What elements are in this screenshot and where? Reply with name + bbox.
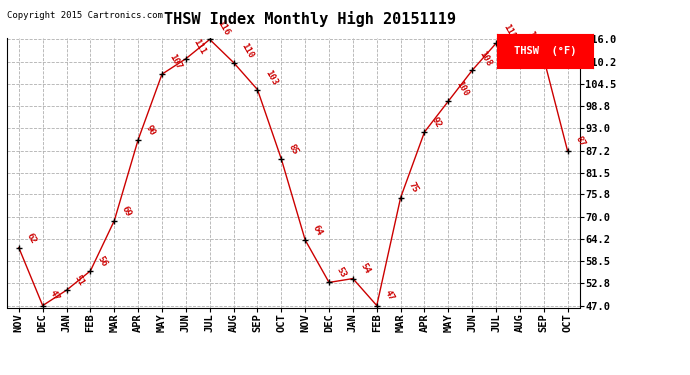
Text: 69: 69	[120, 204, 133, 218]
Text: 108: 108	[477, 49, 493, 68]
Text: 113: 113	[526, 30, 542, 48]
Text: 75: 75	[406, 181, 420, 195]
Text: 64: 64	[310, 224, 324, 237]
Text: 51: 51	[72, 273, 86, 287]
Text: 115: 115	[502, 22, 518, 40]
Text: 92: 92	[430, 116, 443, 129]
Text: 54: 54	[359, 262, 372, 276]
Text: 85: 85	[287, 142, 300, 156]
Text: 87: 87	[573, 135, 586, 148]
Text: 90: 90	[144, 123, 157, 137]
Text: 47: 47	[382, 289, 395, 303]
Text: 62: 62	[24, 231, 37, 245]
Text: THSW Index Monthly High 20151119: THSW Index Monthly High 20151119	[164, 11, 457, 27]
Text: 110: 110	[239, 41, 255, 60]
Text: 103: 103	[263, 68, 279, 87]
Text: 100: 100	[454, 80, 470, 98]
Text: 47: 47	[48, 289, 61, 303]
Text: THSW  (°F): THSW (°F)	[514, 46, 576, 56]
Text: Copyright 2015 Cartronics.com: Copyright 2015 Cartronics.com	[7, 11, 163, 20]
Text: 53: 53	[335, 266, 348, 280]
Text: 56: 56	[96, 254, 109, 268]
Text: 111: 111	[549, 38, 565, 56]
Text: 116: 116	[215, 18, 231, 37]
Text: 111: 111	[191, 38, 207, 56]
Text: 107: 107	[168, 53, 184, 71]
